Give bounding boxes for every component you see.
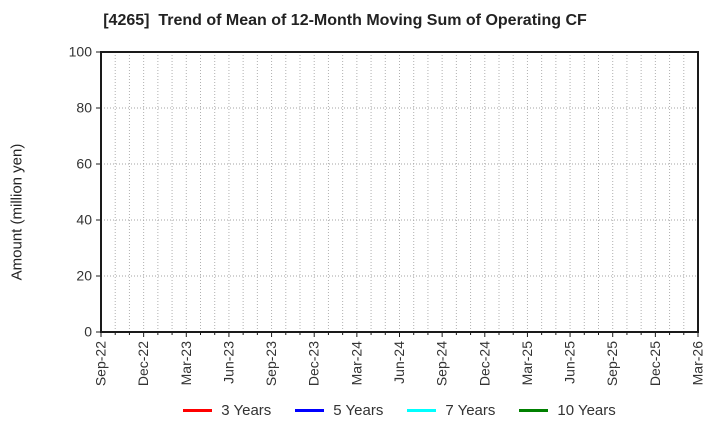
y-tick-label: 60 bbox=[76, 155, 92, 171]
x-tick-label: Dec-23 bbox=[306, 341, 322, 386]
x-tick-label: Sep-22 bbox=[92, 341, 108, 386]
legend-label: 5 Years bbox=[333, 402, 384, 419]
y-tick-label: 40 bbox=[76, 211, 92, 227]
legend-line-icon bbox=[183, 409, 213, 412]
legend-item: 3 Years bbox=[183, 402, 271, 419]
x-tick-label: Sep-23 bbox=[263, 341, 279, 386]
legend-line-icon bbox=[295, 409, 325, 412]
y-tick-label: 0 bbox=[84, 323, 92, 339]
legend-label: 3 Years bbox=[221, 402, 272, 419]
legend-line-icon bbox=[407, 409, 437, 412]
legend-line-icon bbox=[519, 409, 549, 412]
x-tick-label: Mar-24 bbox=[348, 341, 364, 386]
legend-item: 7 Years bbox=[407, 402, 495, 419]
x-tick-label: Dec-22 bbox=[135, 341, 151, 386]
chart-title: [4265] Trend of Mean of 12-Month Moving … bbox=[103, 12, 587, 29]
x-tick-label: Mar-26 bbox=[689, 341, 705, 386]
legend-item: 5 Years bbox=[295, 402, 383, 419]
x-tick-label: Sep-25 bbox=[604, 341, 620, 386]
y-tick-label: 20 bbox=[76, 267, 92, 283]
legend-label: 10 Years bbox=[557, 402, 616, 419]
x-tick-label: Sep-24 bbox=[434, 341, 450, 386]
x-tick-label: Mar-23 bbox=[178, 341, 194, 386]
y-tick-label: 80 bbox=[76, 99, 92, 115]
legend: 3 Years 5 Years 7 Years 10 Years bbox=[101, 402, 698, 419]
x-tick-label: Jun-23 bbox=[220, 341, 236, 384]
x-tick-label: Jun-25 bbox=[562, 341, 578, 384]
y-tick-label: 100 bbox=[69, 43, 93, 59]
x-tick-label: Dec-24 bbox=[476, 341, 492, 386]
legend-label: 7 Years bbox=[445, 402, 496, 419]
x-tick-label: Dec-25 bbox=[647, 341, 663, 386]
x-tick-label: Jun-24 bbox=[391, 341, 407, 384]
legend-item: 10 Years bbox=[519, 402, 616, 419]
x-tick-label: Mar-25 bbox=[519, 341, 535, 386]
